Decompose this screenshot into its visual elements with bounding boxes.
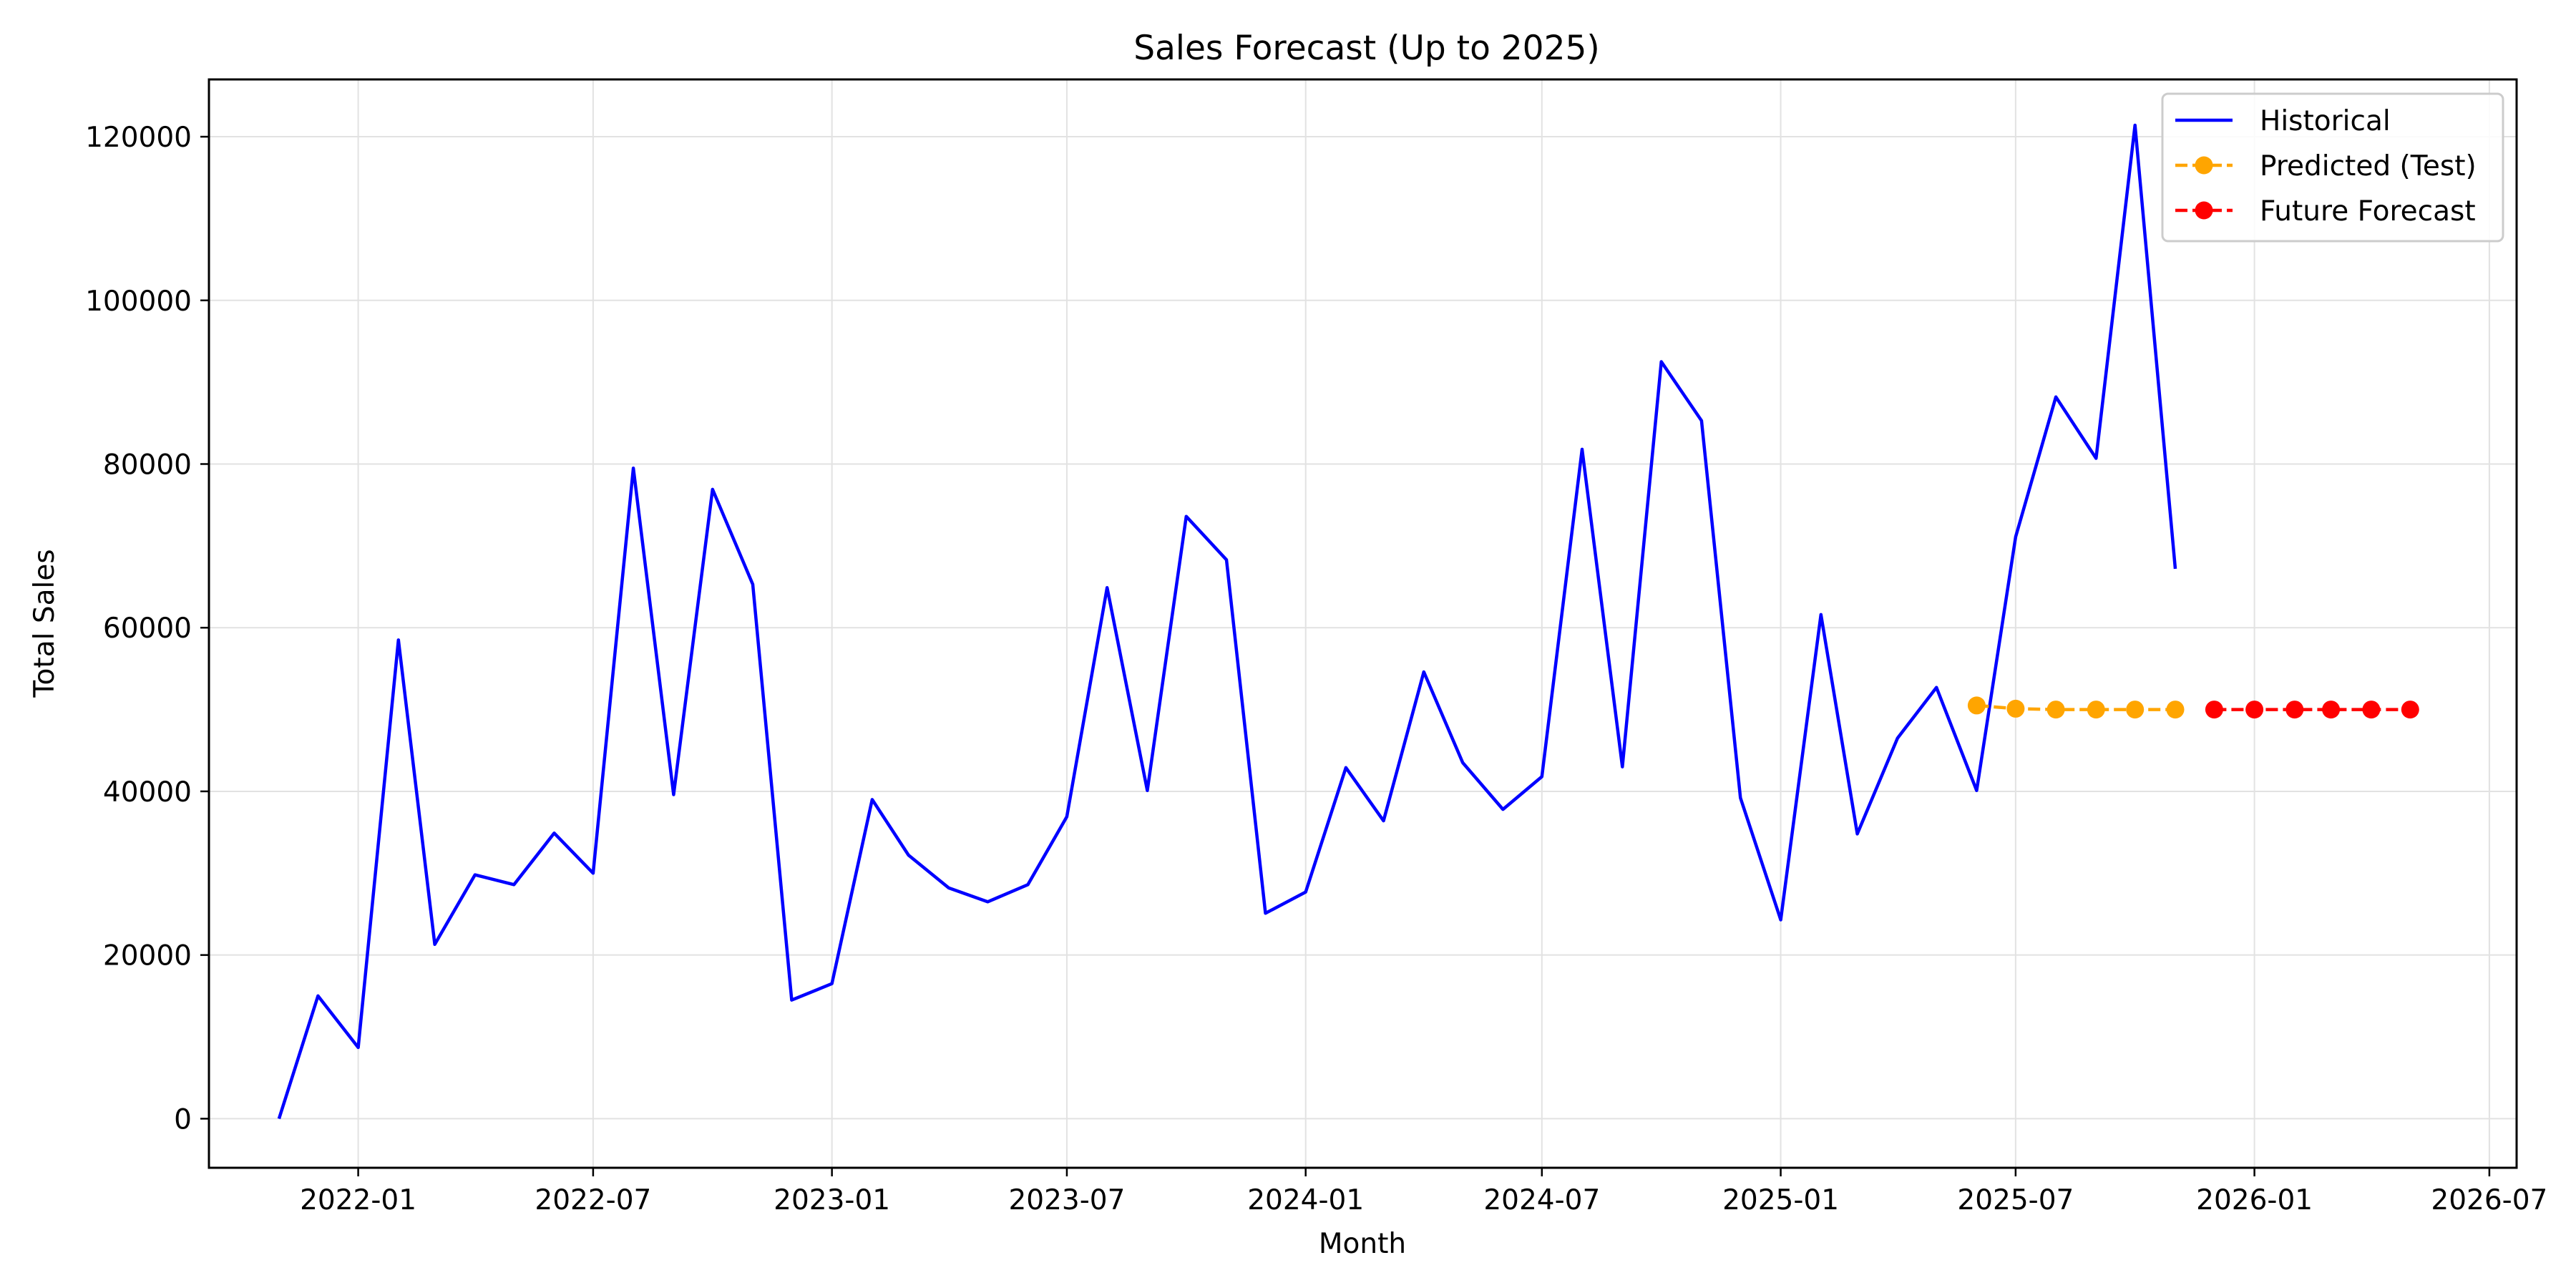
legend-item-future-forecast: Future Forecast — [2175, 195, 2476, 228]
x-tick-label: 2025-07 — [1957, 1184, 2074, 1216]
legend-label-predicted-test: Predicted (Test) — [2260, 150, 2477, 182]
data-point-future-forecast — [2205, 701, 2223, 719]
y-tick-label: 20000 — [103, 940, 192, 972]
legend-label-future-forecast: Future Forecast — [2260, 195, 2476, 228]
series-future-forecast — [2205, 701, 2419, 719]
x-tick-label: 2023-07 — [1008, 1184, 1125, 1216]
x-tick-label: 2026-07 — [2431, 1184, 2547, 1216]
legend: Historical Predicted (Test) Future Forecas… — [2161, 92, 2504, 243]
series-layer — [277, 123, 2419, 1120]
series-line-historical — [277, 123, 2177, 1120]
data-point-predicted-test — [2087, 701, 2105, 719]
data-point-future-forecast — [2245, 701, 2264, 719]
x-tick-label: 2023-01 — [774, 1184, 890, 1216]
data-point-predicted-test — [2006, 699, 2025, 718]
legend-item-historical: Historical — [2175, 105, 2391, 137]
x-tick-label: 2026-01 — [2196, 1184, 2313, 1216]
data-point-future-forecast — [2322, 701, 2341, 719]
x-tick-label: 2024-01 — [1247, 1184, 1364, 1216]
x-tick-label: 2022-01 — [300, 1184, 416, 1216]
chart-title: Sales Forecast (Up to 2025) — [1133, 29, 1599, 68]
y-tick-label: 40000 — [103, 776, 192, 809]
y-tick-label: 80000 — [103, 449, 192, 481]
legend-item-predicted-test: Predicted (Test) — [2175, 150, 2477, 182]
y-tick-label: 120000 — [85, 122, 192, 154]
legend-label-historical: Historical — [2260, 105, 2391, 137]
grid-lines — [209, 79, 2517, 1168]
plot-frame — [208, 78, 2518, 1169]
data-point-future-forecast — [2285, 701, 2304, 719]
legend-marker-future-forecast — [2195, 201, 2213, 220]
x-axis-label: Month — [1319, 1228, 1406, 1260]
y-tick-label: 0 — [174, 1103, 192, 1136]
x-axis-ticks: 2022-01 2022-07 2023-01 2023-07 2024-01 2024-… — [300, 1168, 2547, 1216]
data-point-predicted-test — [2166, 701, 2185, 719]
data-point-predicted-test — [2126, 701, 2145, 719]
series-predicted-test — [1967, 696, 2185, 719]
legend-box — [2161, 92, 2504, 243]
data-point-predicted-test — [2046, 701, 2065, 719]
series-historical — [277, 123, 2177, 1120]
data-point-predicted-test — [1967, 696, 1986, 715]
data-point-future-forecast — [2401, 701, 2419, 719]
legend-items: Historical Predicted (Test) Future Forecas… — [2175, 105, 2477, 228]
data-point-future-forecast — [2362, 701, 2381, 719]
y-tick-label: 60000 — [103, 613, 192, 645]
x-tick-label: 2022-07 — [535, 1184, 651, 1216]
y-axis-ticks: 0 20000 40000 60000 80000 100000 120000 — [85, 122, 209, 1136]
x-tick-label: 2024-07 — [1483, 1184, 1600, 1216]
y-tick-label: 100000 — [85, 286, 192, 318]
y-axis-label: Total Sales — [29, 549, 61, 698]
x-tick-label: 2025-01 — [1722, 1184, 1839, 1216]
legend-marker-predicted-test — [2195, 156, 2213, 175]
